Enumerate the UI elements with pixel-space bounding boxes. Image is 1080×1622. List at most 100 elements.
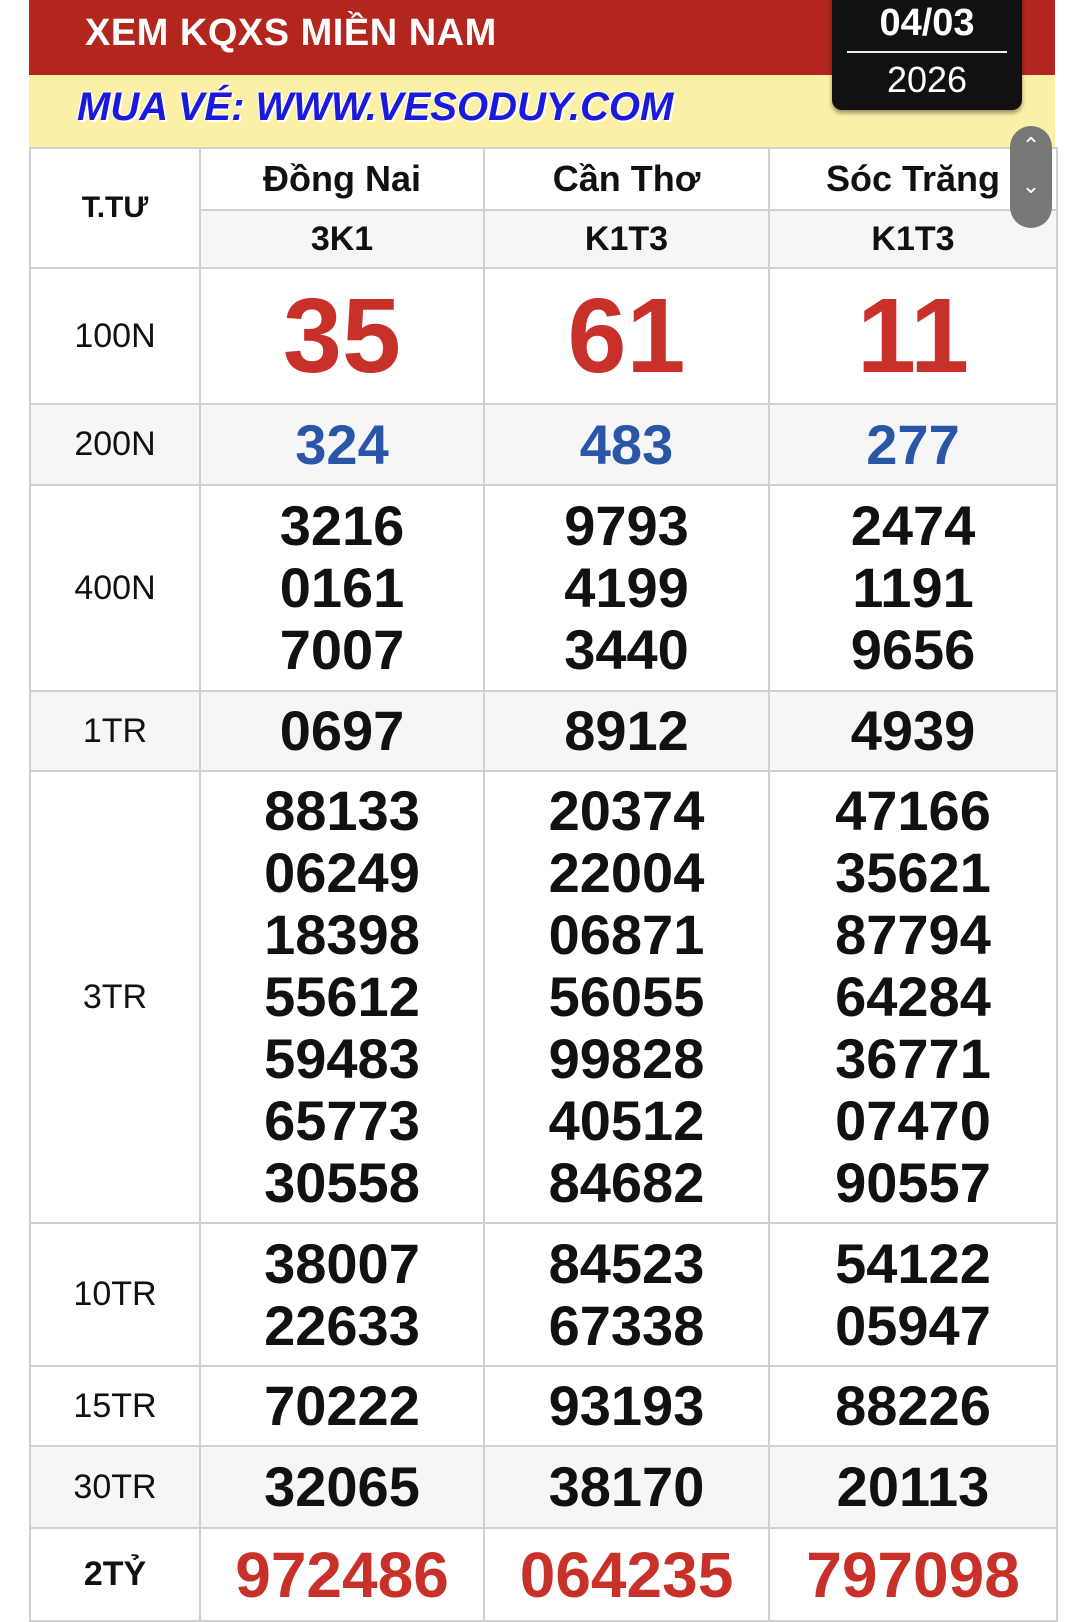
- prize-number: 90557: [835, 1151, 991, 1214]
- prize-number: 36771: [835, 1027, 991, 1090]
- prize-number: 35621: [835, 841, 991, 904]
- prize-number: 18398: [264, 903, 420, 966]
- prize-number: 87794: [835, 903, 991, 966]
- prize-row: 3TR 88133 06249 18398 55612 59483 65773 30558 20…: [29, 770, 1058, 1224]
- prize-label: 200N: [29, 403, 201, 486]
- prize-cell: 277: [768, 403, 1058, 486]
- scroll-control[interactable]: ⌃ ⌄: [1010, 126, 1052, 228]
- prize-number: 972486: [235, 1538, 449, 1611]
- prize-number: 30558: [264, 1151, 420, 1214]
- date-year: 2026: [886, 59, 968, 100]
- prize-label: 10TR: [29, 1222, 201, 1367]
- prize-cell: 47166 35621 87794 64284 36771 07470 90557: [768, 770, 1058, 1224]
- prize-cell: 2474 1191 9656: [768, 484, 1058, 692]
- prize-cell: 61: [483, 267, 770, 405]
- prize-cell: 0697: [199, 690, 485, 772]
- prize-number: 9656: [850, 618, 976, 681]
- prize-number: 54122: [835, 1231, 991, 1295]
- prize-number: 35: [283, 277, 401, 395]
- prize-number: 483: [579, 412, 674, 476]
- results-table: T.TƯ Đồng Nai Cần Thơ Sóc Trăng 3K1 K1T3…: [29, 147, 1058, 1622]
- prize-row: 10TR 38007 22633 84523 67338 54122 05947: [29, 1222, 1058, 1367]
- date-badge: 04/03 2026: [832, 0, 1022, 110]
- ticket-code: 3K1: [199, 209, 485, 269]
- prize-number: 064235: [519, 1538, 734, 1611]
- prize-cell: 88133 06249 18398 55612 59483 65773 30558: [199, 770, 485, 1224]
- prize-number: 70222: [264, 1374, 420, 1437]
- prize-cell: 93193: [483, 1365, 770, 1447]
- prize-number: 20374: [548, 779, 705, 842]
- province-name: Sóc Trăng: [768, 147, 1058, 211]
- prize-number: 05947: [835, 1293, 991, 1357]
- prize-cell: 8912: [483, 690, 770, 772]
- prize-number: 84682: [548, 1151, 705, 1214]
- prize-number: 07470: [835, 1089, 991, 1152]
- chevron-up-icon[interactable]: ⌃: [1021, 133, 1041, 158]
- prize-label: 2TỶ: [29, 1527, 201, 1622]
- prize-number: 65773: [264, 1089, 420, 1152]
- prize-cell: 064235: [483, 1527, 770, 1622]
- prize-number: 7007: [279, 618, 405, 681]
- prize-number: 9793: [564, 494, 689, 557]
- prize-number: 8912: [564, 699, 689, 762]
- prize-cell: 797098: [768, 1527, 1058, 1622]
- prize-number: 0697: [279, 699, 405, 762]
- prize-number: 3216: [279, 494, 405, 557]
- chevron-down-icon[interactable]: ⌄: [1021, 173, 1041, 198]
- page-title: XEM KQXS MIỀN NAM: [85, 12, 497, 54]
- prize-label: 100N: [29, 267, 201, 405]
- prize-cell: 70222: [199, 1365, 485, 1447]
- prize-number: 47166: [835, 779, 991, 842]
- prize-number: 06871: [548, 903, 705, 966]
- prize-number: 61: [567, 277, 686, 395]
- prize-number: 88226: [835, 1374, 991, 1437]
- prize-number: 38007: [264, 1231, 420, 1295]
- prize-cell: 84523 67338: [483, 1222, 770, 1367]
- prize-number: 06249: [264, 841, 420, 904]
- promo-link[interactable]: MUA VÉ: WWW.VESODUY.COM: [77, 85, 674, 129]
- prize-cell: 3216 0161 7007: [199, 484, 485, 692]
- prize-number: 2474: [850, 494, 976, 557]
- prize-number: 55612: [264, 965, 420, 1028]
- prize-number: 32065: [264, 1455, 420, 1518]
- prize-cell: 54122 05947: [768, 1222, 1058, 1367]
- prize-cell: 20113: [768, 1445, 1058, 1529]
- prize-label: 400N: [29, 484, 201, 692]
- province-name: Đồng Nai: [199, 147, 485, 211]
- prize-number: 59483: [264, 1027, 420, 1090]
- prize-cell: 38170: [483, 1445, 770, 1529]
- prize-number: 22004: [548, 841, 705, 904]
- prize-number: 99828: [548, 1027, 705, 1090]
- prize-number: 22633: [264, 1293, 420, 1357]
- prize-number: 797098: [806, 1538, 1020, 1611]
- prize-number: 93193: [548, 1374, 705, 1437]
- prize-number: 67338: [548, 1293, 705, 1357]
- prize-number: 11: [856, 277, 970, 395]
- prize-row: 15TR 70222 93193 88226: [29, 1365, 1058, 1447]
- prize-row: 400N 3216 0161 7007 9793 4199 3440 2474 1191 9656: [29, 484, 1058, 692]
- prize-cell: 483: [483, 403, 770, 486]
- ticket-code: K1T3: [483, 209, 770, 269]
- prize-cell: 32065: [199, 1445, 485, 1529]
- prize-number: 3440: [564, 618, 689, 681]
- prize-cell: 11: [768, 267, 1058, 405]
- promo-banner: MUA VÉ: WWW.VESODUY.COM: [29, 75, 1055, 147]
- prize-cell: 324: [199, 403, 485, 486]
- prize-number: 84523: [548, 1231, 705, 1295]
- prize-number: 20113: [836, 1455, 990, 1518]
- prize-number: 40512: [548, 1089, 705, 1152]
- prize-label: 30TR: [29, 1445, 201, 1529]
- prize-number: 88133: [264, 779, 420, 842]
- prize-number: 324: [295, 412, 389, 476]
- prize-number: 4199: [564, 556, 689, 619]
- prize-cell: 20374 22004 06871 56055 99828 40512 84682: [483, 770, 770, 1224]
- prize-cell: 88226: [768, 1365, 1058, 1447]
- prize-number: 0161: [279, 556, 405, 619]
- prize-cell: 972486: [199, 1527, 485, 1622]
- prize-number: 277: [866, 412, 960, 476]
- prize-label: 1TR: [29, 690, 201, 772]
- date-divider: [847, 51, 1007, 53]
- prize-number: 38170: [548, 1455, 705, 1518]
- prize-cell: 38007 22633: [199, 1222, 485, 1367]
- prize-row: 1TR 0697 8912 4939: [29, 690, 1058, 772]
